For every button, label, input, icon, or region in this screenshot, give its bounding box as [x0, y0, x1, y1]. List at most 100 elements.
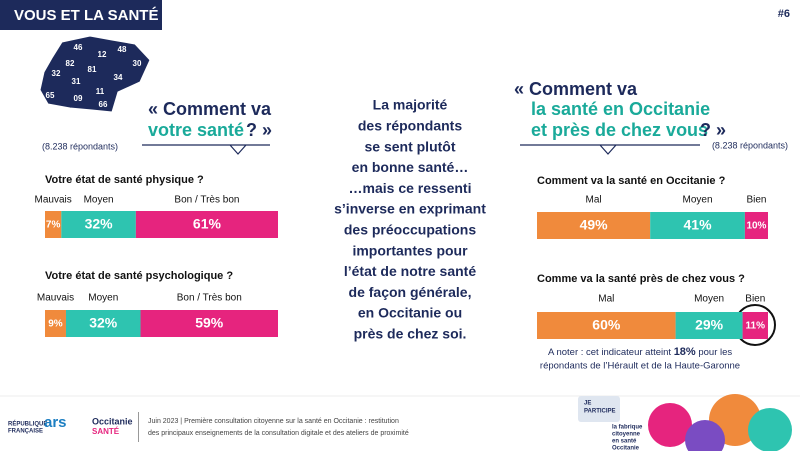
value-label: 59% — [195, 315, 224, 331]
value-label: 49% — [580, 217, 609, 233]
legend-label: Mauvais — [35, 195, 72, 206]
speech-bubble — [142, 144, 270, 155]
map-label: 32 — [52, 69, 61, 78]
logo-text: FRANÇAISE — [8, 429, 43, 435]
logo-text: RÉPUBLIQUE — [8, 420, 47, 428]
value-label: 60% — [592, 317, 621, 333]
bar-segment — [45, 310, 66, 337]
map-label: 31 — [72, 77, 81, 86]
chart-title: Comme va la santé près de chez vous ? — [537, 273, 745, 285]
note-part: 18% — [674, 346, 696, 358]
map-label: 46 — [74, 43, 83, 52]
note: A noter : cet indicateur atteint 18% pou… — [548, 346, 732, 358]
value-label: 9% — [48, 319, 63, 330]
value-label: 32% — [89, 315, 118, 331]
logo-text: Occitanie — [92, 416, 133, 426]
question: ? » — [246, 120, 272, 140]
statement-line: en Occitanie ou — [358, 305, 462, 321]
legend-label: Moyen — [694, 294, 724, 305]
illustration-text: en santé — [612, 439, 637, 445]
illustration-text: Occitanie — [612, 446, 640, 451]
statement-line: l’état de notre santé — [344, 263, 476, 279]
statement-line: des préoccupations — [344, 222, 476, 238]
logo-text: SANTÉ — [92, 427, 120, 436]
illustration-text: la fabrique — [612, 425, 643, 431]
statement-line: près de chez soi. — [354, 326, 467, 342]
value-label: 29% — [695, 317, 724, 333]
footer-separator — [138, 412, 139, 442]
statement-line: se sent plutôt — [364, 138, 455, 154]
map-label: 30 — [133, 59, 142, 68]
question: « Comment va — [514, 79, 638, 99]
question: la santé en Occitanie — [531, 99, 710, 119]
legend-label: Mal — [598, 294, 614, 305]
statement-line: s’inverse en exprimant — [334, 201, 486, 217]
question: « Comment va — [148, 99, 272, 119]
value-label: 61% — [193, 216, 222, 232]
statement-line: en bonne santé… — [352, 159, 469, 175]
map-label: 12 — [98, 50, 107, 59]
chart-title: Comment va la santé en Occitanie ? — [537, 175, 726, 187]
header-band — [0, 0, 162, 30]
bar-segment — [140, 310, 278, 337]
value-label: 41% — [684, 217, 713, 233]
map-label: 65 — [46, 91, 55, 100]
footer-text: Juin 2023 | Première consultation citoye… — [148, 418, 399, 425]
map-label: 81 — [88, 65, 97, 74]
statement-line: de façon générale, — [349, 284, 472, 300]
statement-line: importantes pour — [352, 242, 468, 258]
chart-title: Votre état de santé psychologique ? — [45, 270, 233, 282]
question: et près de chez vous — [531, 120, 708, 140]
bar-segment — [65, 310, 141, 337]
logo-text: ars — [44, 414, 67, 431]
bar-segment — [537, 212, 651, 239]
question: votre santé — [148, 120, 244, 140]
map-label: 34 — [114, 73, 123, 82]
page-number: #6 — [778, 8, 790, 20]
illustration-text: JE — [584, 401, 591, 407]
illustration-text: citoyenne — [612, 432, 641, 438]
respondents: (8.238 répondants) — [42, 141, 118, 151]
legend-label: Moyen — [88, 293, 118, 304]
bar-segment — [61, 211, 136, 238]
bar-segment — [135, 211, 278, 238]
legend-label: Mauvais — [37, 293, 74, 304]
respondents: (8.238 répondants) — [712, 140, 788, 150]
bar-segment — [742, 312, 768, 339]
statement-line: La majorité — [373, 97, 448, 113]
note: répondants de l’Hérault et de la Haute-G… — [540, 361, 740, 372]
bar-segment — [537, 312, 676, 339]
legend-label: Moyen — [683, 195, 713, 206]
legend-label: Bien — [745, 294, 765, 305]
chart-title: Votre état de santé physique ? — [45, 174, 204, 186]
note-part: pour les — [696, 347, 733, 358]
legend-label: Bon / Très bon — [174, 195, 239, 206]
value-label: 7% — [46, 220, 61, 231]
map-label: 48 — [118, 45, 127, 54]
value-label: 11% — [746, 321, 766, 332]
legend-label: Bon / Très bon — [177, 293, 242, 304]
legend-label: Mal — [586, 195, 602, 206]
footer-text: des principaux enseignements de la consu… — [148, 430, 409, 437]
map-label: 11 — [96, 87, 105, 96]
bar-segment — [650, 212, 745, 239]
map-label: 09 — [74, 94, 83, 103]
value-label: 32% — [85, 216, 114, 232]
bar-segment — [744, 212, 768, 239]
question: ? » — [700, 120, 726, 140]
region-map — [39, 35, 151, 113]
note-part: A noter : cet indicateur atteint — [548, 347, 674, 358]
statement-line: des répondants — [358, 118, 462, 134]
statement-line: …mais ce ressenti — [349, 180, 472, 196]
value-label: 10% — [746, 221, 766, 232]
map-label: 66 — [99, 100, 108, 109]
speech-bubble — [520, 144, 700, 155]
header-title: VOUS ET LA SANTÉ — [14, 7, 158, 24]
legend-label: Moyen — [84, 195, 114, 206]
illustration — [578, 394, 792, 451]
bar-segment — [45, 211, 62, 238]
legend-label: Bien — [746, 195, 766, 206]
bar-segment — [675, 312, 743, 339]
map-label: 82 — [66, 59, 75, 68]
